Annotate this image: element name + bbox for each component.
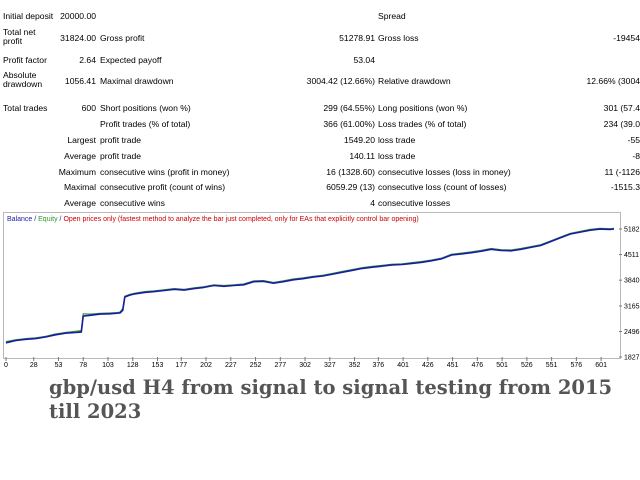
average-profit-trade-label: profit trade — [100, 151, 142, 161]
total-trades-value: 600 — [81, 103, 96, 113]
y-tick-label: 3165 — [624, 303, 640, 310]
x-tick-label: 576 — [571, 362, 583, 369]
x-tick-label: 153 — [152, 362, 164, 369]
legend-model-note: Open prices only (fastest method to anal… — [63, 216, 419, 223]
long-positions-label: Long positions (won %) — [378, 103, 468, 113]
largest-profit-trade-label: profit trade — [100, 135, 142, 145]
x-tick-label: 376 — [372, 362, 384, 369]
expected-payoff-label: Expected payoff — [100, 55, 162, 65]
largest-profit-trade-value: 1549.20 — [343, 135, 375, 145]
balance-chart-panel: Balance / Equity / Open prices only (fas… — [3, 212, 621, 359]
x-tick-label: 526 — [521, 362, 533, 369]
y-tick-label: 2496 — [624, 329, 640, 336]
backtest-report: Initial deposit 20000.00 Spread Total ne… — [0, 0, 640, 212]
x-tick-label: 476 — [472, 362, 484, 369]
total-trades-label: Total trades — [3, 103, 48, 113]
series-line-equity — [5, 227, 615, 343]
average-consecutive-wins-label: consecutive wins — [100, 198, 165, 208]
profit-factor-label: Profit factor — [3, 55, 47, 65]
y-tick-label: 3840 — [624, 278, 640, 285]
gross-profit-label: Gross profit — [100, 33, 145, 43]
maximal-consecutive-loss-label: consecutive loss (count of losses) — [378, 182, 507, 192]
maximal-prefix: Maximal — [64, 182, 96, 192]
max-consecutive-wins-label: consecutive wins (profit in money) — [100, 167, 230, 177]
maximal-consecutive-profit-value: 6059.29 (13) — [326, 182, 375, 192]
chart-caption: gbp/usd H4 from signal to signal testing… — [49, 376, 613, 423]
legend-equity: Equity — [38, 216, 58, 223]
average-consecutive-losses-label: consecutive losses — [378, 198, 451, 208]
gross-loss-label: Gross loss — [378, 33, 419, 43]
initial-deposit-value: 20000.00 — [60, 11, 96, 21]
chart-legend: Balance / Equity / Open prices only (fas… — [7, 215, 419, 224]
absolute-drawdown-value: 1056.41 — [64, 76, 96, 86]
average-consecutive-prefix: Average — [64, 198, 96, 208]
max-consecutive-losses-label: consecutive losses (loss in money) — [378, 167, 511, 177]
legend-separator: / — [57, 216, 64, 223]
spread-label: Spread — [378, 11, 406, 21]
gross-loss-value: -19454 — [613, 33, 640, 43]
maximal-drawdown-label: Maximal drawdown — [100, 76, 174, 86]
expected-payoff-value: 53.04 — [353, 55, 375, 65]
profit-trades-value: 366 (61.00%) — [323, 119, 375, 129]
x-tick-label: 352 — [349, 362, 361, 369]
x-tick-label: 501 — [496, 362, 508, 369]
series-line-balance — [5, 228, 615, 344]
largest-prefix: Largest — [67, 135, 96, 145]
y-tick-label: 5182 — [624, 226, 640, 233]
maximum-prefix: Maximum — [58, 167, 96, 177]
x-tick-label: 0 — [4, 362, 8, 369]
average-profit-trade-value: 140.11 — [349, 151, 375, 161]
long-positions-value: 301 (57.4 — [603, 103, 640, 113]
total-net-profit-value: 31824.00 — [60, 33, 96, 43]
short-positions-value: 299 (64.55%) — [323, 103, 375, 113]
x-tick-label: 327 — [324, 362, 336, 369]
x-tick-label: 252 — [250, 362, 262, 369]
loss-trades-label: Loss trades (% of total) — [378, 119, 467, 129]
legend-separator: / — [32, 216, 39, 223]
relative-drawdown-label: Relative drawdown — [378, 76, 451, 86]
profit-trades-label: Profit trades (% of total) — [100, 119, 191, 129]
x-tick-label: 451 — [447, 362, 459, 369]
x-tick-label: 103 — [102, 362, 114, 369]
initial-deposit-label: Initial deposit — [3, 11, 54, 21]
x-tick-label: 177 — [175, 362, 187, 369]
average-prefix: Average — [64, 151, 96, 161]
average-loss-trade-value: -8 — [632, 151, 640, 161]
average-loss-trade-label: loss trade — [378, 151, 416, 161]
y-tick-label: 1827 — [624, 355, 640, 362]
largest-loss-trade-value: -55 — [627, 135, 640, 145]
maximal-consecutive-loss-value: -1515.3 — [610, 182, 640, 192]
x-tick-label: 401 — [397, 362, 409, 369]
x-tick-label: 28 — [30, 362, 38, 369]
maximal-drawdown-value: 3004.42 (12.66%) — [306, 76, 375, 86]
x-tick-label: 78 — [79, 362, 87, 369]
legend-balance: Balance — [7, 216, 33, 223]
maximal-consecutive-profit-label: consecutive profit (count of wins) — [100, 182, 226, 192]
total-net-profit-label: Total net profit — [3, 27, 36, 46]
max-consecutive-wins-value: 16 (1328.60) — [326, 167, 375, 177]
x-tick-label: 551 — [546, 362, 558, 369]
average-consecutive-wins-value: 4 — [370, 198, 375, 208]
absolute-drawdown-label: Absolute drawdown — [3, 70, 43, 89]
gross-profit-value: 51278.91 — [339, 33, 375, 43]
x-tick-label: 426 — [422, 362, 434, 369]
x-tick-label: 128 — [127, 362, 139, 369]
y-tick-label: 4511 — [624, 252, 639, 259]
x-tick-label: 227 — [225, 362, 237, 369]
short-positions-label: Short positions (won %) — [100, 103, 191, 113]
x-tick-label: 202 — [200, 362, 212, 369]
profit-factor-value: 2.64 — [79, 55, 96, 65]
x-tick-label: 53 — [55, 362, 63, 369]
balance-equity-chart: 0 28 53 78 103 128 153 177 202 227 252 277 302 327 352… — [4, 226, 640, 369]
x-tick-label: 601 — [595, 362, 607, 369]
x-tick-label: 302 — [299, 362, 311, 369]
x-tick-label: 277 — [274, 362, 286, 369]
loss-trades-value: 234 (39.0 — [603, 119, 640, 129]
relative-drawdown-value: 12.66% (3004 — [586, 76, 640, 86]
max-consecutive-losses-value: 11 (-1126 — [604, 167, 640, 177]
largest-loss-trade-label: loss trade — [378, 135, 416, 145]
